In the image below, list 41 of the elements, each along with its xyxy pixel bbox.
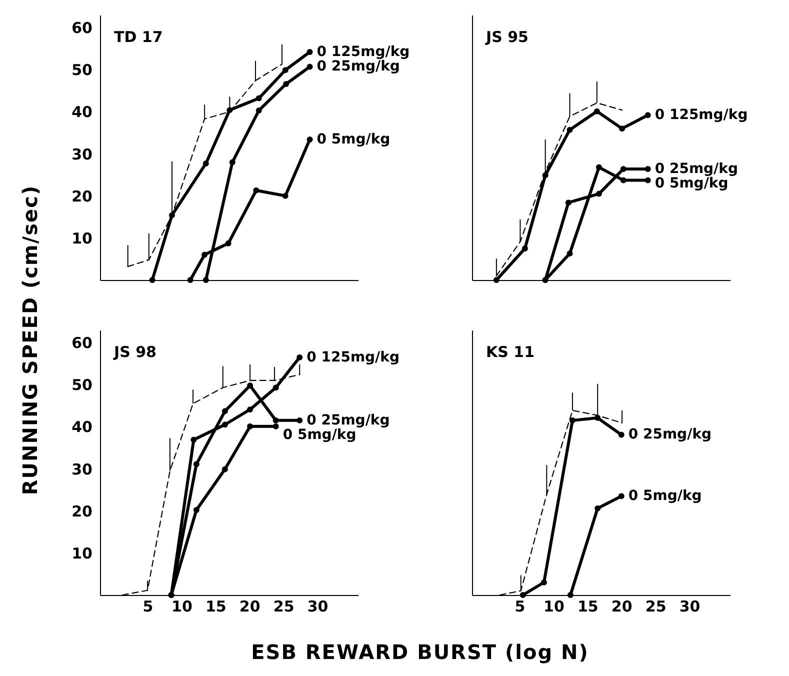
x-axis-title: ESB REWARD BURST (log N) [251, 640, 589, 664]
x-tick-label: 20 [611, 598, 632, 616]
y-tick-label: 10 [72, 544, 92, 562]
series-label: 0 5mg/kg [654, 176, 728, 192]
y-tick-label: 60 [72, 334, 92, 352]
series-label: 0 25mg/kg [628, 426, 712, 443]
x-tick-label: 10 [544, 598, 564, 616]
y-tick-label: 20 [72, 502, 92, 520]
y-tick-label: 10 [72, 229, 92, 248]
series-label: 0 5mg/kg [282, 427, 356, 444]
x-tick-label: 5 [514, 598, 526, 616]
x-tick-label: 25 [273, 598, 294, 616]
y-tick-label: 60 [72, 19, 92, 38]
text: JS 95 [485, 28, 528, 46]
y-tick-label: 50 [72, 376, 92, 394]
series-label: 0 25mg/kg [306, 412, 390, 428]
y-tick-label: 20 [72, 187, 92, 206]
x-tick-label: 30 [679, 598, 700, 616]
text: KS 11 [486, 343, 535, 361]
series-label: 0 125mg/kg [654, 107, 748, 124]
x-tick-label: 10 [172, 598, 192, 616]
text: JS 98 [113, 343, 156, 361]
y-tick-label: 40 [72, 103, 92, 122]
series-label: 0 125mg/kg [316, 44, 410, 60]
series-label: 0 25mg/kg [316, 58, 400, 75]
series-label: 0 5mg/kg [628, 488, 702, 504]
x-tick-label: 20 [239, 598, 260, 616]
x-tick-label: 5 [142, 598, 154, 616]
series-label: 0 125mg/kg [306, 349, 400, 366]
x-tick-label: 15 [205, 598, 226, 616]
y-tick-label: 50 [72, 61, 92, 80]
series-label: 0 25mg/kg [654, 160, 738, 177]
y-axis-title: RUNNING SPEED (cm/sec) [18, 184, 42, 496]
series-label: 0 5mg/kg [316, 132, 390, 148]
x-tick-label: 25 [645, 598, 666, 616]
y-tick-label: 40 [72, 418, 92, 436]
x-tick-label: 30 [307, 598, 328, 616]
x-tick-label: 15 [577, 598, 598, 616]
text: TD 17 [114, 28, 163, 46]
y-tick-label: 30 [72, 460, 92, 478]
y-tick-label: 30 [72, 145, 92, 164]
